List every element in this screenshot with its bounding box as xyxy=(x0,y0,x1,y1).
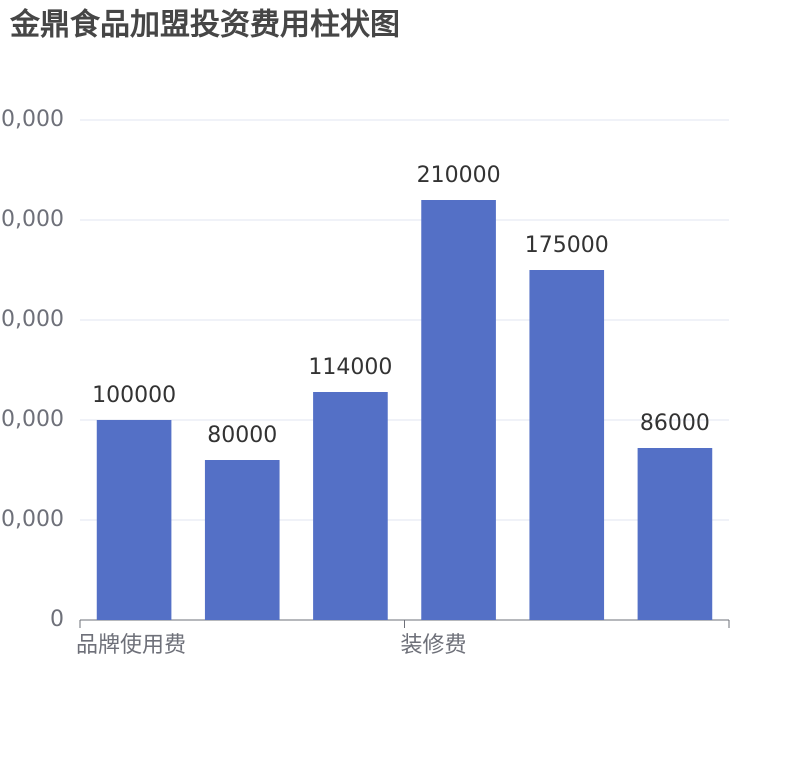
value-label: 100000 xyxy=(92,383,176,408)
bar xyxy=(204,460,280,620)
y-tick-label: 150,000 xyxy=(0,307,64,332)
chart-title: 金鼎食品加盟投资费用柱状图 xyxy=(9,8,400,43)
y-tick-label: 250,000 xyxy=(0,107,64,132)
value-label: 175000 xyxy=(525,233,609,258)
bar xyxy=(637,448,713,620)
value-label: 86000 xyxy=(640,411,710,436)
y-tick-label: 50,000 xyxy=(0,507,64,532)
x-tick-label: 品牌使用费 xyxy=(76,633,186,658)
bar xyxy=(421,200,496,620)
x-tick-label: 装修费 xyxy=(401,633,467,658)
bar xyxy=(529,270,605,620)
bar xyxy=(96,420,172,620)
value-label: 114000 xyxy=(308,355,392,380)
value-label: 210000 xyxy=(417,163,501,188)
y-tick-label: 100,000 xyxy=(0,407,64,432)
y-tick-label: 0 xyxy=(50,607,64,632)
bar xyxy=(313,392,388,620)
y-tick-label: 200,000 xyxy=(0,207,64,232)
value-label: 80000 xyxy=(207,423,277,448)
